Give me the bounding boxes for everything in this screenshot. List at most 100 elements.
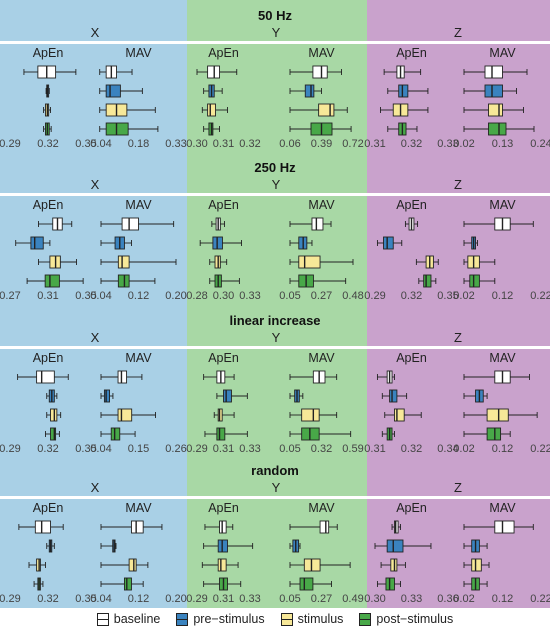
legend-item-baseline: baseline [96,612,160,626]
box-stimulus [99,103,156,117]
box-baseline [391,520,401,534]
box-baseline [203,370,235,384]
box-post-stimulus [289,274,347,288]
box-stimulus [28,558,46,572]
box-pre-stimulus [374,539,432,553]
box-body [117,370,128,384]
box-body [423,274,432,288]
tick-label: 0.05 [279,593,300,605]
box-body [311,217,324,231]
tick-label: 0.02 [453,443,474,455]
metric-label: MAV [308,198,335,212]
panel-x-apen: ApEn 0.29 0.32 0.35 [0,351,97,455]
tick-label: 0.33 [165,138,186,150]
box-body [207,103,217,117]
tick-label: 0.02 [453,593,474,605]
band-x [0,0,187,608]
tick-label: 0.18 [128,138,149,150]
box-pre-stimulus [99,84,143,98]
box-post-stimulus [381,427,395,441]
metric-label: MAV [489,501,516,515]
box-body [117,274,130,288]
box-pre-stimulus [100,236,132,250]
tick-label: 0.33 [437,138,458,150]
tick-label: 0.32 [239,138,260,150]
box-post-stimulus [203,577,242,591]
metric-label: ApEn [208,46,239,60]
axis-label-z: Z [454,25,462,40]
box-post-stimulus [26,274,84,288]
panel-y-mav: MAV 0.05 0.27 0.48 [279,198,363,302]
box-body [299,577,314,591]
metric-label: ApEn [33,198,64,212]
box-body [110,427,121,441]
box-post-stimulus [203,122,220,136]
box-body [319,520,330,534]
box-stimulus [201,558,239,572]
box-pre-stimulus [381,389,408,403]
box-stimulus [415,255,439,269]
box-baseline [99,65,133,79]
metric-label: MAV [125,198,152,212]
box-baseline [100,520,163,534]
tick-label: 0.30 [364,593,385,605]
box-post-stimulus [376,577,401,591]
tick-label: 0.12 [492,290,513,302]
box-post-stimulus [100,577,144,591]
box-baseline [289,65,342,79]
box-baseline [289,370,338,384]
box-post-stimulus [99,122,159,136]
box-body [383,236,394,250]
tick-label: 0.12 [128,290,149,302]
axis-label-y: Y [272,480,281,495]
tick-label: 0.29 [186,593,207,605]
tick-label: 0.22 [530,593,550,605]
box-baseline [100,370,143,384]
box-body [312,65,328,79]
panel-z-mav: MAV 0.02 0.12 0.22 [453,351,550,455]
legend-swatch-baseline [96,612,109,626]
tick-label: 0.33 [239,443,260,455]
box-body [389,389,398,403]
tick-label: 0.12 [492,593,513,605]
tick-label: 0.33 [239,290,260,302]
box-body [386,539,404,553]
box-body [121,217,139,231]
box-stimulus [463,255,496,269]
panel-y-apen: ApEn 0.29 0.31 0.33 [186,351,260,455]
tick-label: 0.35 [75,290,96,302]
box-stimulus [463,408,538,422]
tick-label: 0.48 [342,290,363,302]
metric-label: MAV [125,351,152,365]
box-body [484,84,503,98]
tick-label: 0.32 [37,443,58,455]
tick-label: 0.34 [437,443,458,455]
box-pre-stimulus [216,389,248,403]
box-baseline [23,65,77,79]
metric-label: ApEn [33,46,64,60]
box-post-stimulus [463,274,496,288]
tick-label: 0.31 [213,138,234,150]
box-baseline [17,370,69,384]
axis-label-y: Y [272,25,281,40]
tick-label: 0.04 [90,443,111,455]
tick-label: 0.31 [364,138,385,150]
tick-label: 0.36 [437,593,458,605]
metric-label: ApEn [208,198,239,212]
box-pre-stimulus [46,539,55,553]
box-pre-stimulus [100,539,117,553]
box-baseline [463,217,534,231]
box-body [103,389,110,403]
metric-label: ApEn [208,351,239,365]
axis-label-y: Y [272,330,281,345]
axis-label-z: Z [454,330,462,345]
tick-label: 0.04 [90,593,111,605]
box-stimulus [38,255,77,269]
tick-label: 0.04 [90,138,111,150]
tick-label: 0.05 [279,443,300,455]
box-body [298,255,321,269]
tick-label: 0.13 [492,138,513,150]
box-post-stimulus [33,577,44,591]
box-post-stimulus [100,274,156,288]
